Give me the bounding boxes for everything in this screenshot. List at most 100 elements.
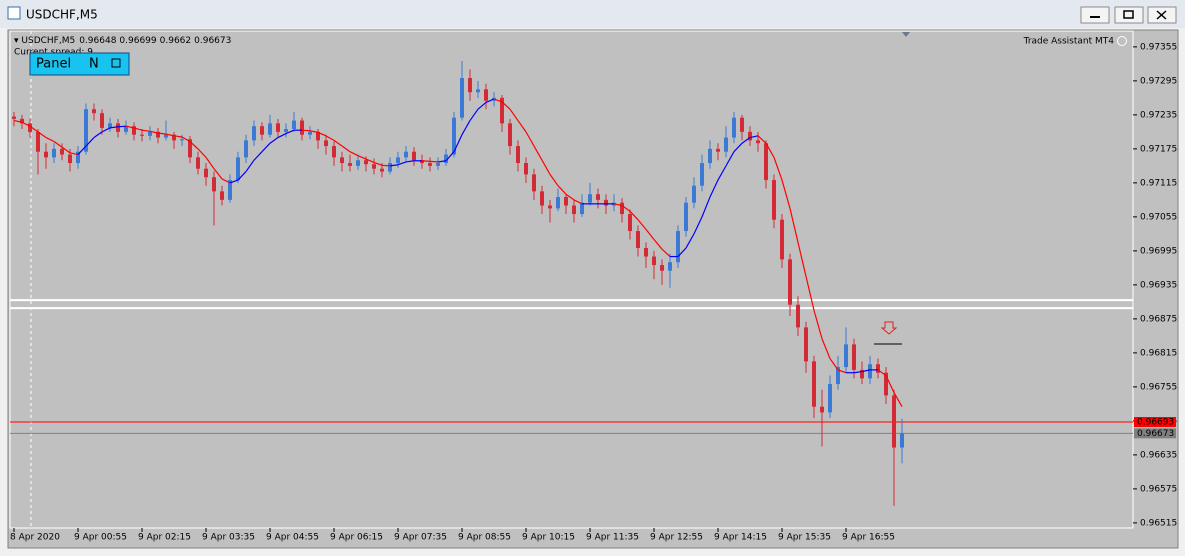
candle-body xyxy=(252,126,256,141)
ma-segment xyxy=(885,375,895,393)
ma-segment xyxy=(21,121,31,127)
x-tick-label: 9 Apr 08:55 xyxy=(458,533,511,543)
candle-body xyxy=(788,259,792,305)
x-tick-label: 9 Apr 12:55 xyxy=(650,533,703,543)
price-level-label: 0.96673 xyxy=(1137,429,1174,439)
candle-body xyxy=(404,151,408,158)
ma-segment xyxy=(69,152,79,156)
ma-segment xyxy=(165,133,175,137)
ma-segment xyxy=(429,160,439,163)
candle-body xyxy=(300,120,304,135)
ma-segment xyxy=(197,148,207,158)
candle-body xyxy=(516,146,520,164)
candle-body xyxy=(740,117,744,132)
indicator-label: Trade Assistant MT4 xyxy=(1023,37,1115,47)
candle-body xyxy=(212,177,216,192)
panel-bg[interactable] xyxy=(29,52,130,76)
ma-segment xyxy=(205,157,215,170)
ma-segment xyxy=(189,141,199,150)
ma-segment xyxy=(805,276,815,311)
y-tick-label: 0.97115 xyxy=(1140,178,1177,188)
candle-body xyxy=(228,180,232,200)
candle-body xyxy=(892,395,896,448)
candle-body xyxy=(268,123,272,135)
candle-body xyxy=(380,168,384,172)
candle-body xyxy=(660,265,664,271)
candle-body xyxy=(692,185,696,203)
candle-body xyxy=(588,194,592,203)
candle-body xyxy=(668,262,672,271)
ma-segment xyxy=(789,208,799,243)
candle-body xyxy=(108,123,112,128)
candle-body xyxy=(420,160,424,164)
ma-segment xyxy=(253,151,263,161)
candle-body xyxy=(556,197,560,209)
candle-body xyxy=(188,139,192,158)
ma-segment xyxy=(221,178,231,184)
y-tick-label: 0.96515 xyxy=(1140,518,1177,528)
candle-body xyxy=(140,134,144,136)
candle-body xyxy=(468,78,472,93)
candle-body xyxy=(596,194,600,200)
candle-body xyxy=(676,231,680,263)
ma-segment xyxy=(677,247,687,257)
ma-segment xyxy=(541,159,551,175)
ma-segment xyxy=(309,130,319,134)
candle-body xyxy=(540,191,544,206)
price-level-label: 0.96693 xyxy=(1137,418,1174,428)
ma-segment xyxy=(717,165,727,181)
ma-segment xyxy=(773,157,783,181)
ma-segment xyxy=(453,134,463,152)
x-tick-label: 9 Apr 00:55 xyxy=(74,533,127,543)
y-tick-label: 0.96875 xyxy=(1140,314,1177,324)
ma-segment xyxy=(85,137,95,147)
candle-body xyxy=(828,384,832,413)
ma-segment xyxy=(365,158,375,164)
candle-body xyxy=(348,163,352,166)
candle-body xyxy=(196,157,200,169)
ma-segment xyxy=(261,142,271,153)
ma-segment xyxy=(637,219,647,230)
header-symbol: USDCHF,M5 xyxy=(21,36,75,46)
ma-segment xyxy=(741,137,751,144)
candle-body xyxy=(36,131,40,152)
candle-body xyxy=(572,205,576,215)
ma-segment xyxy=(837,369,847,374)
y-tick-label: 0.96995 xyxy=(1140,246,1177,256)
ma-segment xyxy=(517,120,527,133)
ma-segment xyxy=(877,369,887,377)
ma-segment xyxy=(629,210,639,221)
minimize-button[interactable] xyxy=(1080,6,1110,24)
candle-body xyxy=(284,129,288,132)
ma-segment xyxy=(621,205,631,212)
candle-body xyxy=(884,372,888,396)
candle-body xyxy=(860,369,864,379)
panel-button[interactable]: Panel N xyxy=(29,52,130,76)
candle-body xyxy=(260,126,264,135)
candle-body xyxy=(724,137,728,152)
candle-body xyxy=(732,117,736,138)
candle-body xyxy=(812,361,816,407)
ma-segment xyxy=(109,126,119,129)
candle-body xyxy=(868,364,872,379)
ma-segment xyxy=(549,174,559,187)
candle-body xyxy=(644,248,648,257)
candle-body xyxy=(700,163,704,186)
candle-body xyxy=(324,140,328,147)
ma-segment xyxy=(373,161,383,166)
ma-segment xyxy=(77,145,87,155)
candle-body xyxy=(292,120,296,130)
restore-button[interactable] xyxy=(1114,6,1144,24)
candle-body xyxy=(852,344,856,370)
y-tick-label: 0.96635 xyxy=(1140,450,1177,460)
candle-body xyxy=(524,163,528,175)
ma-segment xyxy=(181,136,191,143)
candle-body xyxy=(60,148,64,155)
candle-body xyxy=(900,433,904,448)
window-buttons[interactable] xyxy=(1080,6,1177,24)
panel-icon xyxy=(111,58,121,68)
candle-body xyxy=(748,131,752,141)
candle-body xyxy=(84,109,88,152)
ma-segment xyxy=(213,168,223,180)
